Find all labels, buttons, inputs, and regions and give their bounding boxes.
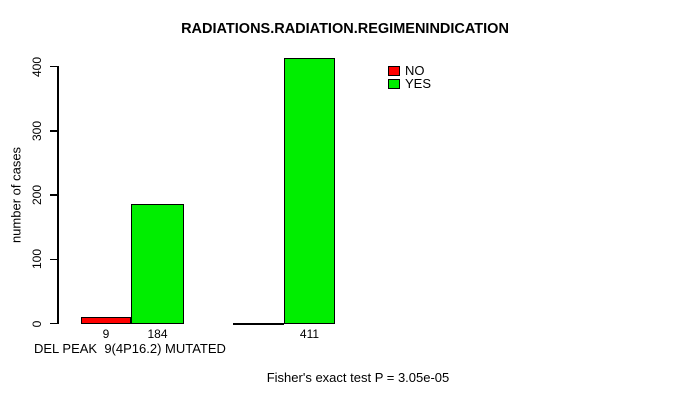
bar-yes-group1: [131, 204, 184, 324]
bar-no-group1: [81, 316, 131, 324]
legend-label-yes: YES: [405, 76, 432, 91]
legend: NO YES: [388, 63, 432, 91]
legend-row-yes: YES: [388, 76, 432, 91]
legend-label-no: NO: [405, 63, 425, 78]
y-tick-label: 100: [30, 249, 44, 270]
y-tick-label: 400: [30, 56, 44, 77]
bar-yes-group2: [284, 58, 335, 324]
bar-no-group2: [233, 322, 284, 325]
legend-swatch-yes: [388, 79, 400, 89]
x-axis-label: DEL PEAK 9(4P16.2) MUTATED: [34, 341, 226, 356]
y-tick: [50, 194, 58, 196]
legend-swatch-no: [388, 66, 400, 76]
y-tick: [50, 322, 58, 325]
fisher-test-note: Fisher's exact test P = 3.05e-05: [266, 370, 450, 385]
y-tick-label: 0: [30, 320, 44, 327]
y-tick-label: 200: [30, 184, 44, 206]
bar-value-label: 411: [299, 327, 320, 341]
chart-title: RADIATIONS.RADIATION.REGIMENINDICATION: [181, 21, 509, 37]
y-axis-line: [57, 66, 59, 324]
legend-row-no: NO: [388, 63, 431, 78]
y-tick: [50, 258, 58, 260]
y-tick-label: 300: [30, 120, 44, 141]
bar-value-label: 9: [102, 327, 110, 341]
y-tick: [50, 65, 58, 68]
y-tick: [50, 130, 58, 132]
bar-value-label: 184: [147, 327, 168, 341]
